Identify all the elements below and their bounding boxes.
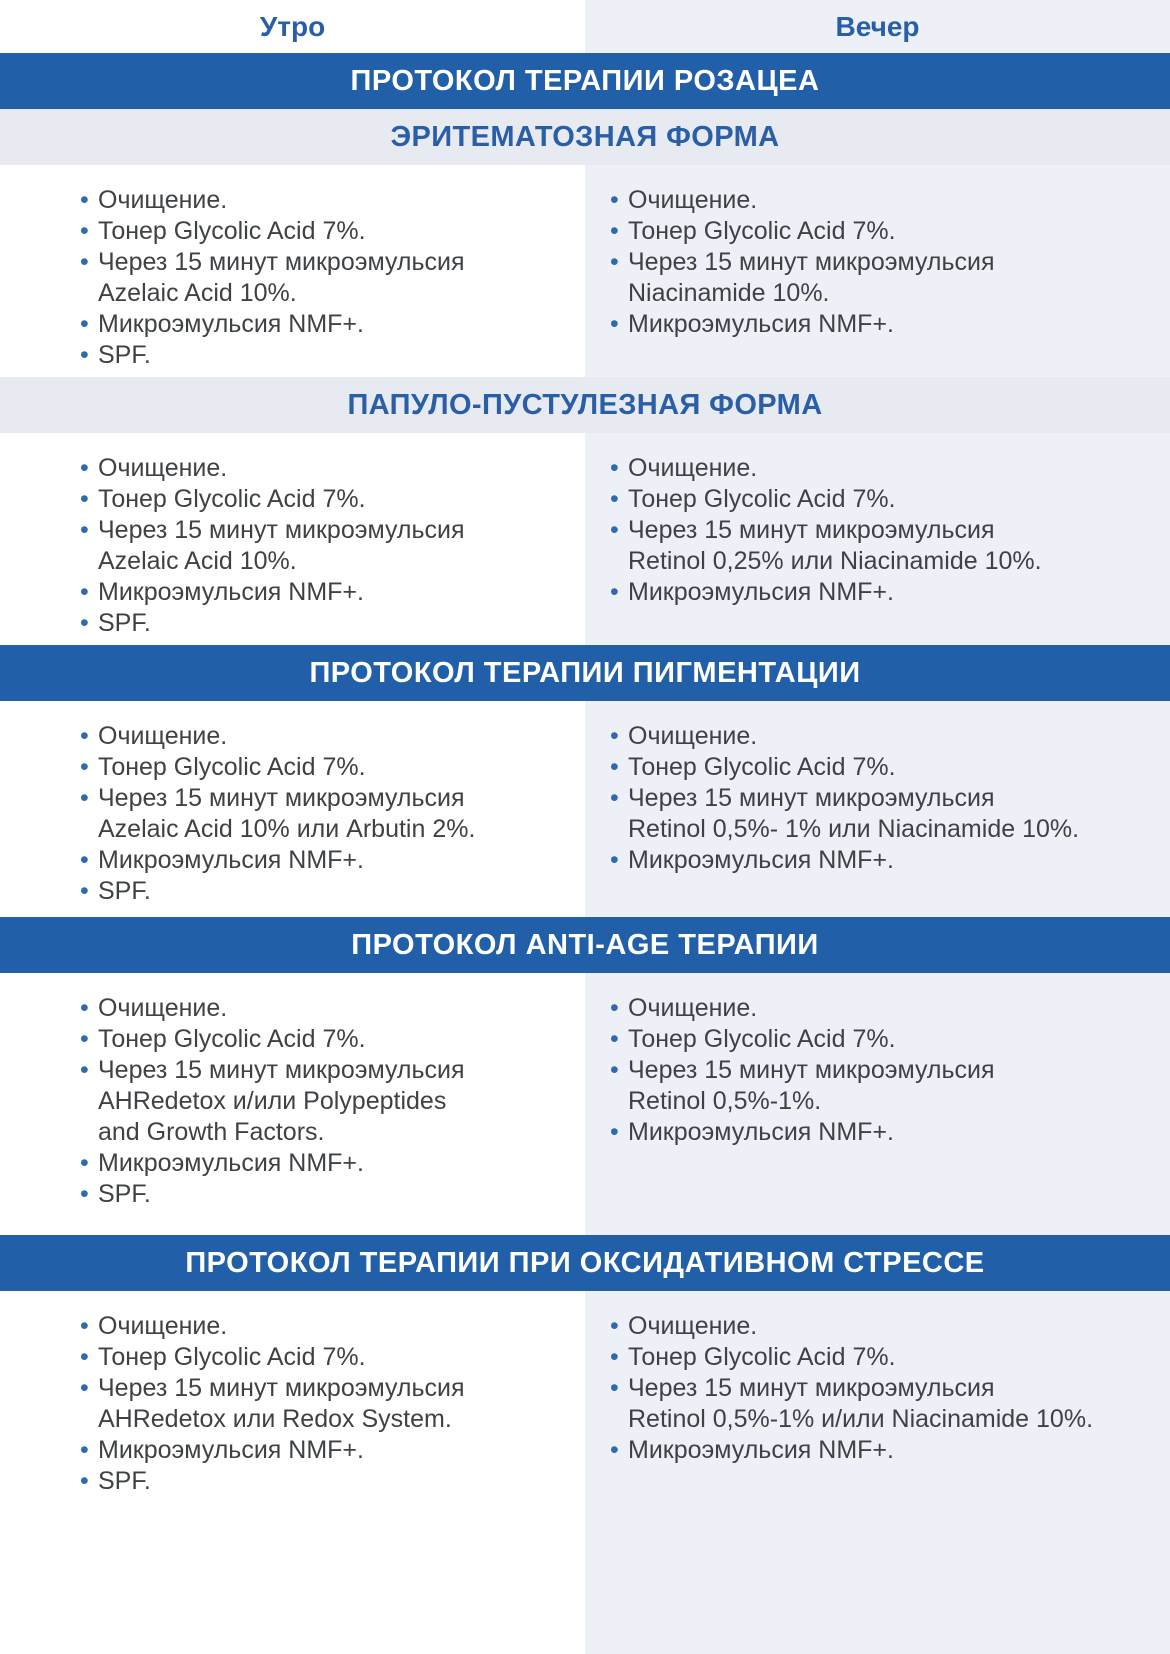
list-item: Очищение.	[610, 185, 1140, 216]
list-item: Тонер Glycolic Acid 7%.	[610, 1342, 1140, 1373]
content-row-pigmentation: Очищение.Тонер Glycolic Acid 7%.Через 15…	[0, 701, 1170, 917]
list-item: Микроэмульсия NMF+.	[610, 577, 1140, 608]
list-item: Тонер Glycolic Acid 7%.	[80, 752, 555, 783]
pigmentation-morning-list: Очищение.Тонер Glycolic Acid 7%.Через 15…	[80, 721, 555, 907]
list-item: Микроэмульсия NMF+.	[610, 845, 1140, 876]
list-item: Тонер Glycolic Acid 7%.	[610, 216, 1140, 247]
list-item: Очищение.	[80, 993, 555, 1024]
erythematous-evening-cell: Очищение.Тонер Glycolic Acid 7%.Через 15…	[585, 165, 1170, 377]
content-row-papulopustular: Очищение.Тонер Glycolic Acid 7%.Через 15…	[0, 433, 1170, 645]
anti-age-morning-cell: Очищение.Тонер Glycolic Acid 7%.Через 15…	[0, 973, 585, 1235]
list-item: Через 15 минут микроэмульсия Azelaic Aci…	[80, 515, 555, 577]
content-row-anti-age: Очищение.Тонер Glycolic Acid 7%.Через 15…	[0, 973, 1170, 1235]
oxidative-stress-evening-list: Очищение.Тонер Glycolic Acid 7%.Через 15…	[610, 1311, 1140, 1466]
erythematous-evening-list: Очищение.Тонер Glycolic Acid 7%.Через 15…	[610, 185, 1140, 340]
content-row-oxidative-stress: Очищение.Тонер Glycolic Acid 7%.Через 15…	[0, 1291, 1170, 1654]
list-item: Очищение.	[610, 453, 1140, 484]
papulopustular-evening-cell: Очищение.Тонер Glycolic Acid 7%.Через 15…	[585, 433, 1170, 645]
oxidative-stress-morning-list: Очищение.Тонер Glycolic Acid 7%.Через 15…	[80, 1311, 555, 1497]
list-item: Через 15 минут микроэмульсия Retinol 0,5…	[610, 1055, 1140, 1117]
list-item: SPF.	[80, 608, 555, 639]
content-row-erythematous: Очищение.Тонер Glycolic Acid 7%.Через 15…	[0, 165, 1170, 377]
pigmentation-morning-cell: Очищение.Тонер Glycolic Acid 7%.Через 15…	[0, 701, 585, 917]
papulopustular-morning-cell: Очищение.Тонер Glycolic Acid 7%.Через 15…	[0, 433, 585, 645]
oxidative-stress-morning-cell: Очищение.Тонер Glycolic Acid 7%.Через 15…	[0, 1291, 585, 1654]
list-item: Тонер Glycolic Acid 7%.	[80, 1342, 555, 1373]
list-item: Микроэмульсия NMF+.	[80, 845, 555, 876]
section-title-anti-age: ПРОТОКОЛ ANTI-AGE ТЕРАПИИ	[0, 917, 1170, 973]
list-item: Очищение.	[80, 721, 555, 752]
erythematous-morning-list: Очищение.Тонер Glycolic Acid 7%.Через 15…	[80, 185, 555, 371]
list-item: Тонер Glycolic Acid 7%.	[80, 484, 555, 515]
list-item: Тонер Glycolic Acid 7%.	[610, 752, 1140, 783]
list-item: SPF.	[80, 1179, 555, 1210]
list-item: Очищение.	[80, 1311, 555, 1342]
subsection-title-papulopustular: ПАПУЛО-ПУСТУЛЕЗНАЯ ФОРМА	[0, 377, 1170, 433]
list-item: Тонер Glycolic Acid 7%.	[610, 1024, 1140, 1055]
list-item: Тонер Glycolic Acid 7%.	[80, 216, 555, 247]
erythematous-morning-cell: Очищение.Тонер Glycolic Acid 7%.Через 15…	[0, 165, 585, 377]
column-header-row: Утро Вечер	[0, 0, 1170, 53]
list-item: SPF.	[80, 340, 555, 371]
list-item: Через 15 минут микроэмульсия Retinol 0,5…	[610, 783, 1140, 845]
papulopustular-morning-list: Очищение.Тонер Glycolic Acid 7%.Через 15…	[80, 453, 555, 639]
section-title-pigmentation: ПРОТОКОЛ ТЕРАПИИ ПИГМЕНТАЦИИ	[0, 645, 1170, 701]
section-title-rosacea: ПРОТОКОЛ ТЕРАПИИ РОЗАЦЕА	[0, 53, 1170, 109]
list-item: Микроэмульсия NMF+.	[80, 577, 555, 608]
list-item: Очищение.	[610, 993, 1140, 1024]
list-item: Через 15 минут микроэмульсия Niacinamide…	[610, 247, 1140, 309]
list-item: Микроэмульсия NMF+.	[610, 309, 1140, 340]
list-item: SPF.	[80, 1466, 555, 1497]
column-header-evening: Вечер	[585, 0, 1170, 53]
list-item: Микроэмульсия NMF+.	[610, 1435, 1140, 1466]
list-item: Микроэмульсия NMF+.	[80, 309, 555, 340]
column-header-morning: Утро	[0, 0, 585, 53]
section-title-oxidative-stress: ПРОТОКОЛ ТЕРАПИИ ПРИ ОКСИДАТИВНОМ СТРЕСС…	[0, 1235, 1170, 1291]
list-item: Микроэмульсия NMF+.	[80, 1435, 555, 1466]
oxidative-stress-evening-cell: Очищение.Тонер Glycolic Acid 7%.Через 15…	[585, 1291, 1170, 1654]
list-item: Через 15 минут микроэмульсия Retinol 0,2…	[610, 515, 1140, 577]
list-item: Тонер Glycolic Acid 7%.	[610, 484, 1140, 515]
anti-age-evening-list: Очищение.Тонер Glycolic Acid 7%.Через 15…	[610, 993, 1140, 1148]
subsection-title-erythematous: ЭРИТЕМАТОЗНАЯ ФОРМА	[0, 109, 1170, 165]
pigmentation-evening-cell: Очищение.Тонер Glycolic Acid 7%.Через 15…	[585, 701, 1170, 917]
list-item: Через 15 минут микроэмульсия AHRedetox и…	[80, 1055, 555, 1148]
papulopustular-evening-list: Очищение.Тонер Glycolic Acid 7%.Через 15…	[610, 453, 1140, 608]
list-item: Через 15 минут микроэмульсия AHRedetox и…	[80, 1373, 555, 1435]
list-item: Микроэмульсия NMF+.	[610, 1117, 1140, 1148]
list-item: Через 15 минут микроэмульсия Retinol 0,5…	[610, 1373, 1140, 1435]
list-item: Через 15 минут микроэмульсия Azelaic Aci…	[80, 247, 555, 309]
list-item: Очищение.	[80, 185, 555, 216]
list-item: SPF.	[80, 876, 555, 907]
list-item: Очищение.	[610, 721, 1140, 752]
list-item: Через 15 минут микроэмульсия Azelaic Aci…	[80, 783, 555, 845]
list-item: Очищение.	[80, 453, 555, 484]
list-item: Очищение.	[610, 1311, 1140, 1342]
list-item: Микроэмульсия NMF+.	[80, 1148, 555, 1179]
pigmentation-evening-list: Очищение.Тонер Glycolic Acid 7%.Через 15…	[610, 721, 1140, 876]
anti-age-evening-cell: Очищение.Тонер Glycolic Acid 7%.Через 15…	[585, 973, 1170, 1235]
anti-age-morning-list: Очищение.Тонер Glycolic Acid 7%.Через 15…	[80, 993, 555, 1210]
list-item: Тонер Glycolic Acid 7%.	[80, 1024, 555, 1055]
